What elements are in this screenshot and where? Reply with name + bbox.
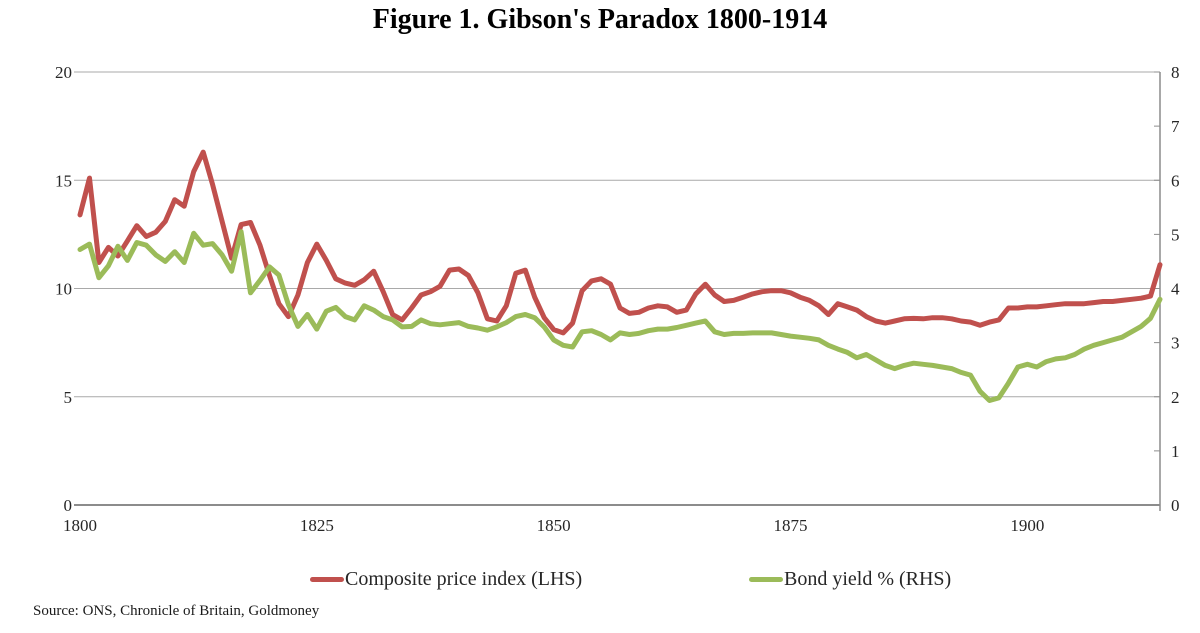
right-axis-tick-label: 2 (1171, 388, 1180, 407)
x-axis-tick-label: 1875 (774, 516, 808, 535)
left-axis-tick-label: 20 (55, 63, 72, 82)
x-axis-tick-label: 1800 (63, 516, 97, 535)
figure-title: Figure 1. Gibson's Paradox 1800-1914 (372, 4, 828, 35)
right-axis-tick-label: 4 (1171, 280, 1180, 299)
x-axis-tick-label: 1825 (300, 516, 334, 535)
right-axis-tick-label: 8 (1171, 63, 1180, 82)
x-axis-tick-label: 1850 (537, 516, 571, 535)
left-axis-tick-label: 15 (55, 171, 72, 190)
legend-label-bond-yield: Bond yield % (RHS) (784, 567, 952, 590)
bond-yield-line-swatch (749, 576, 783, 582)
legend-item-bond-yield: Bond yield % (RHS) (749, 567, 952, 590)
right-axis-tick-label: 3 (1171, 334, 1180, 353)
right-axis-tick-label: 0 (1171, 496, 1180, 515)
left-axis-tick-label: 0 (64, 496, 73, 515)
series-line-bond-yield (77, 229, 1163, 403)
right-axis-tick-label: 7 (1171, 117, 1180, 136)
right-axis-tick-label: 1 (1171, 442, 1180, 461)
legend-item-composite-price: Composite price index (LHS) (310, 567, 583, 590)
right-axis-tick-label: 6 (1171, 171, 1180, 190)
x-axis-tick-label: 1900 (1010, 516, 1044, 535)
chart-canvas: 0 5 10 15 20 0 1 2 3 4 5 6 7 8 1800 1825 1850 1875 1900 (55, 63, 1180, 535)
source-note: Source: ONS, Chronicle of Britain, Goldm… (33, 603, 320, 619)
composite-price-line-swatch (310, 576, 344, 582)
right-axis-tick-label: 5 (1171, 225, 1180, 244)
series-line-composite-price (77, 149, 1163, 336)
left-axis-tick-label: 10 (55, 280, 72, 299)
legend-label-composite-price: Composite price index (LHS) (345, 567, 583, 590)
left-axis-tick-label: 5 (64, 388, 73, 407)
